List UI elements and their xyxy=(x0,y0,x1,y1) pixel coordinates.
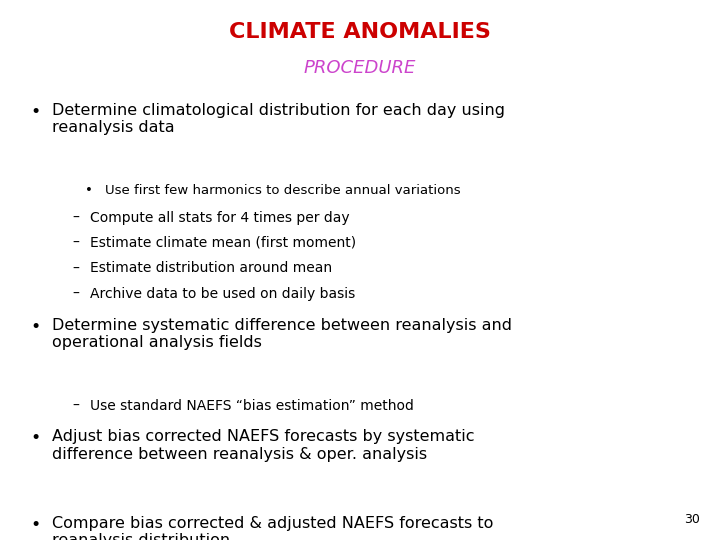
Text: •: • xyxy=(30,103,40,120)
Text: •: • xyxy=(30,516,40,534)
Text: Use standard NAEFS “bias estimation” method: Use standard NAEFS “bias estimation” met… xyxy=(90,399,414,413)
Text: –: – xyxy=(72,261,79,275)
Text: CLIMATE ANOMALIES: CLIMATE ANOMALIES xyxy=(229,22,491,42)
Text: •: • xyxy=(30,429,40,447)
Text: Estimate distribution around mean: Estimate distribution around mean xyxy=(90,261,332,275)
Text: Compute all stats for 4 times per day: Compute all stats for 4 times per day xyxy=(90,211,350,225)
Text: Archive data to be used on daily basis: Archive data to be used on daily basis xyxy=(90,287,355,301)
Text: •: • xyxy=(30,318,40,335)
Text: Compare bias corrected & adjusted NAEFS forecasts to
reanalysis distribution: Compare bias corrected & adjusted NAEFS … xyxy=(52,516,493,540)
Text: Determine climatological distribution for each day using
reanalysis data: Determine climatological distribution fo… xyxy=(52,103,505,135)
Text: Use first few harmonics to describe annual variations: Use first few harmonics to describe annu… xyxy=(105,184,461,197)
Text: –: – xyxy=(72,399,79,413)
Text: –: – xyxy=(72,211,79,225)
Text: –: – xyxy=(72,287,79,301)
Text: Adjust bias corrected NAEFS forecasts by systematic
difference between reanalysi: Adjust bias corrected NAEFS forecasts by… xyxy=(52,429,474,462)
Text: •: • xyxy=(85,184,93,197)
Text: PROCEDURE: PROCEDURE xyxy=(304,59,416,77)
Text: Determine systematic difference between reanalysis and
operational analysis fiel: Determine systematic difference between … xyxy=(52,318,512,350)
Text: Estimate climate mean (first moment): Estimate climate mean (first moment) xyxy=(90,236,356,250)
Text: 30: 30 xyxy=(684,513,700,526)
Text: –: – xyxy=(72,236,79,250)
